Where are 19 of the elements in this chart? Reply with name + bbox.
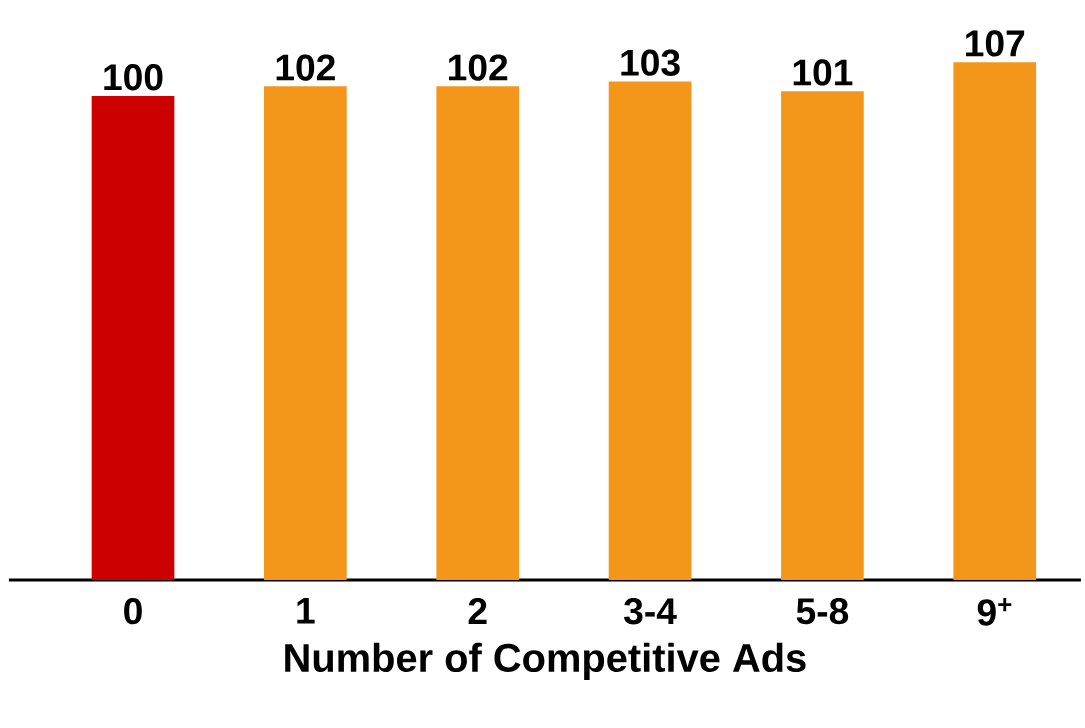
x-tick-label: 0 — [124, 598, 142, 625]
x-tick-label: 5-8 — [796, 598, 849, 625]
bar — [436, 86, 520, 580]
x-tick-label: 3-4 — [624, 598, 677, 625]
data-label: 100 — [104, 64, 163, 91]
bar — [264, 86, 347, 580]
bar — [953, 62, 1037, 580]
data-label: 102 — [276, 54, 335, 81]
x-axis-title: Number of Competitive Ads — [285, 642, 806, 680]
bar — [781, 91, 864, 580]
x-tick-label: 1 — [297, 598, 315, 624]
data-label: 103 — [621, 49, 680, 76]
data-label: 102 — [449, 54, 508, 81]
bar — [91, 96, 175, 580]
bar — [608, 81, 692, 580]
x-tick-label: 9$^{+}$ — [977, 598, 1012, 626]
data-label: 107 — [966, 30, 1025, 57]
data-label: 101 — [793, 59, 853, 86]
x-tick-label: 2 — [468, 598, 487, 624]
